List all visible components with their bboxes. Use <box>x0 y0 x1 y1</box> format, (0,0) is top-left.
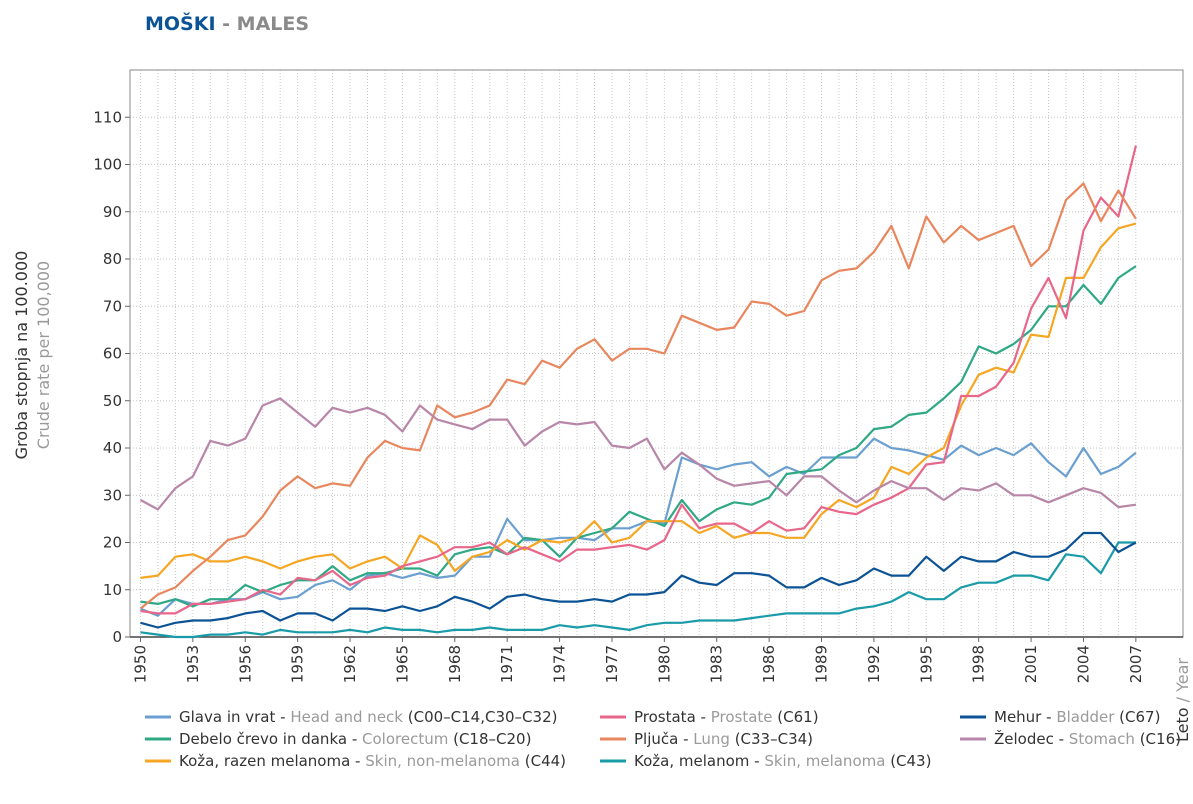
x-tick-label: 1992 <box>865 645 883 683</box>
y-tick-label: 40 <box>103 439 122 457</box>
x-tick-label: 1968 <box>446 645 464 683</box>
legend-label: Koža, melanom - Skin, melanoma (C43) <box>634 752 931 770</box>
legend-label: Pljuča - Lung (C33–C34) <box>634 730 813 748</box>
legend-label-part: Koža, razen melanoma - <box>179 752 365 770</box>
x-tick-label: 1986 <box>760 645 778 683</box>
x-tick-label: 1956 <box>236 645 254 683</box>
legend-label-part: (C33–C34) <box>730 730 813 748</box>
series-line <box>139 397 1137 511</box>
x-tick-label: 1959 <box>289 645 307 683</box>
legend-label-part: (C61) <box>773 708 819 726</box>
legend-item: Koža, razen melanoma - Skin, non-melanom… <box>145 752 566 770</box>
y-tick-label: 0 <box>112 628 122 646</box>
x-tick-label: 2007 <box>1127 645 1145 683</box>
legend-label: Prostata - Prostate (C61) <box>634 708 819 726</box>
legend-label: Koža, razen melanoma - Skin, non-melanom… <box>179 752 566 770</box>
legend-label-part: (C67) <box>1114 708 1160 726</box>
y-tick-label: 70 <box>103 297 122 315</box>
x-tick-label: 2001 <box>1022 645 1040 683</box>
legend-label: Debelo črevo in danka - Colorectum (C18–… <box>179 730 531 748</box>
legend-item: Mehur - Bladder (C67) <box>960 708 1160 726</box>
x-tick-label: 1971 <box>498 645 516 683</box>
x-tick-label: 1953 <box>184 645 202 683</box>
legend-label-part: Debelo črevo in danka - <box>179 730 362 748</box>
series-line <box>140 222 1137 579</box>
y-tick-label: 10 <box>103 581 122 599</box>
x-axis-title: Leto / Year <box>1173 658 1192 742</box>
legend-item: Pljuča - Lung (C33–C34) <box>600 730 813 748</box>
x-axis-title-sl: Leto <box>1173 707 1192 742</box>
x-tick-label: 1962 <box>341 645 359 683</box>
legend-label-part: Colorectum <box>362 730 448 748</box>
legend-item: Debelo črevo in danka - Colorectum (C18–… <box>145 730 531 748</box>
x-tick-label: 1980 <box>655 645 673 683</box>
y-tick-label: 50 <box>103 392 122 410</box>
legend-label-part: (C18–C20) <box>448 730 531 748</box>
legend-label-part: Skin, non-melanoma <box>365 752 520 770</box>
x-tick-label: 2004 <box>1074 645 1092 683</box>
x-axis-title-en: / Year <box>1173 658 1192 708</box>
series-line <box>140 265 1137 608</box>
series-line <box>140 531 1137 629</box>
y-axis-title: Groba stopnja na 100.000 <box>12 251 31 460</box>
x-tick-label: 1974 <box>551 645 569 683</box>
legend-item: Koža, melanom - Skin, melanoma (C43) <box>600 752 931 770</box>
y-tick-label: 90 <box>103 203 122 221</box>
y-tick-label: 60 <box>103 345 122 363</box>
legend-label-part: Bladder <box>1056 708 1115 726</box>
legend-label-part: (C16) <box>1135 730 1181 748</box>
legend-item: Glava in vrat - Head and neck (C00–C14,C… <box>145 708 557 726</box>
x-tick-label: 1995 <box>917 645 935 683</box>
x-tick-label: 1950 <box>131 645 149 683</box>
legend-label-part: Želodec - <box>994 729 1069 748</box>
legend-label: Želodec - Stomach (C16) <box>994 729 1181 748</box>
x-tick-label: 1983 <box>708 645 726 683</box>
series-line <box>139 182 1137 610</box>
legend-label: Mehur - Bladder (C67) <box>994 708 1160 726</box>
series-line <box>140 437 1137 617</box>
legend-label: Glava in vrat - Head and neck (C00–C14,C… <box>179 708 557 726</box>
legend-label-part: Prostate <box>711 708 773 726</box>
legend-label-part: Glava in vrat - <box>179 708 290 726</box>
title-en: - MALES <box>216 13 310 35</box>
title-sl: MOŠKI <box>145 11 216 35</box>
x-tick-label: 1989 <box>813 645 831 683</box>
legend-label-part: Mehur - <box>994 708 1056 726</box>
legend-label-part: Prostata - <box>634 708 711 726</box>
legend-label-part: (C44) <box>520 752 566 770</box>
series-line <box>140 541 1136 639</box>
y-tick-label: 80 <box>103 250 122 268</box>
y-tick-label: 30 <box>103 486 122 504</box>
x-tick-label: 1977 <box>603 645 621 683</box>
x-tick-label: 1998 <box>970 645 988 683</box>
legend-label-part: Skin, melanoma <box>764 752 885 770</box>
legend-label-part: (C43) <box>885 752 931 770</box>
legend-label-part: Koža, melanom - <box>634 752 764 770</box>
legend-label-part: Lung <box>693 730 730 748</box>
y-tick-label: 20 <box>103 534 122 552</box>
y-tick-label: 110 <box>93 108 122 126</box>
y-tick-label: 100 <box>93 156 122 174</box>
legend-label-part: (C00–C14,C30–C32) <box>403 708 557 726</box>
x-tick-label: 1965 <box>393 645 411 683</box>
legend-label-part: Pljuča - <box>634 730 693 748</box>
y-axis-title-en: Crude rate per 100,000 <box>34 261 53 449</box>
legend-label-part: Head and neck <box>290 708 403 726</box>
legend-label-part: Stomach <box>1069 730 1135 748</box>
legend-item: Želodec - Stomach (C16) <box>960 729 1181 748</box>
plot-frame <box>129 69 1184 638</box>
series-line <box>140 145 1137 615</box>
chart-title: MOŠKI - MALES <box>145 11 309 35</box>
legend-item: Prostata - Prostate (C61) <box>600 708 819 726</box>
